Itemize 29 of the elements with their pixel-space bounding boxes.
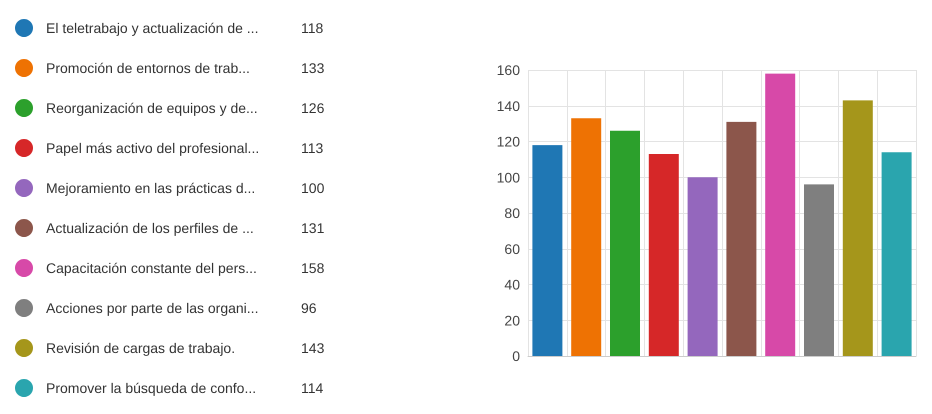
y-tick-label: 40 <box>504 276 520 292</box>
legend-label: Reorganización de equipos y de... <box>46 100 258 116</box>
legend-label: El teletrabajo y actualización de ... <box>46 20 258 36</box>
legend-label: Actualización de los perfiles de ... <box>46 220 254 236</box>
text: 96 <box>301 300 317 316</box>
text: 158 <box>301 260 325 276</box>
text: 114 <box>301 380 324 396</box>
text: 126 <box>301 100 325 116</box>
y-tick-label: 0 <box>512 348 520 364</box>
text: 133 <box>301 60 325 76</box>
y-tick-label: 160 <box>496 62 520 78</box>
y-tick-label: 100 <box>496 169 520 186</box>
y-tick-label: 80 <box>504 205 520 221</box>
legend-label: Promover la búsqueda de confo... <box>46 380 256 396</box>
text: 131 <box>301 220 325 236</box>
legend-label: Acciones por parte de las organi... <box>46 300 258 316</box>
y-tick-label: 140 <box>496 98 520 114</box>
y-tick-label: 20 <box>504 312 520 328</box>
legend-label: Papel más activo del profesional... <box>46 140 260 156</box>
text: 100 <box>301 180 325 196</box>
text: 143 <box>301 340 325 356</box>
legend-label: Promoción de entornos de trab... <box>46 60 250 76</box>
legend-label: Capacitación constante del pers... <box>46 260 257 276</box>
text: 113 <box>301 140 324 156</box>
y-tick-label: 120 <box>496 134 520 150</box>
text: 118 <box>301 20 324 36</box>
legend-label: Mejoramiento en las prácticas d... <box>46 180 256 196</box>
y-tick-label: 60 <box>504 240 520 257</box>
legend-label: Revisión de cargas de trabajo. <box>46 340 236 356</box>
